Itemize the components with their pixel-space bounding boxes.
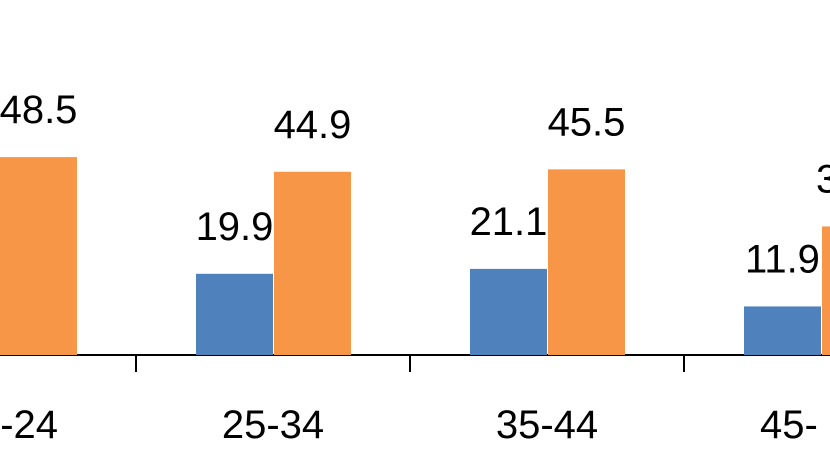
bar (548, 169, 625, 355)
value-label: 48.5 (0, 88, 77, 132)
value-label: 19.9 (196, 205, 274, 249)
bar (822, 226, 830, 355)
x-tick-label: -24 (0, 403, 58, 447)
bar (274, 171, 351, 355)
x-tick-label: 25-34 (222, 403, 324, 447)
value-label: 3 (816, 157, 830, 201)
value-label: 44.9 (274, 103, 352, 147)
value-label: 45.5 (548, 100, 626, 144)
x-tick-label: 45- (760, 403, 818, 447)
bar (744, 306, 821, 355)
value-label: 21.1 (470, 200, 548, 244)
bar (196, 273, 273, 355)
x-tick-label: 35-44 (496, 403, 598, 447)
bar (470, 268, 547, 355)
value-label: 11.9 (745, 237, 820, 281)
bar (0, 157, 77, 355)
